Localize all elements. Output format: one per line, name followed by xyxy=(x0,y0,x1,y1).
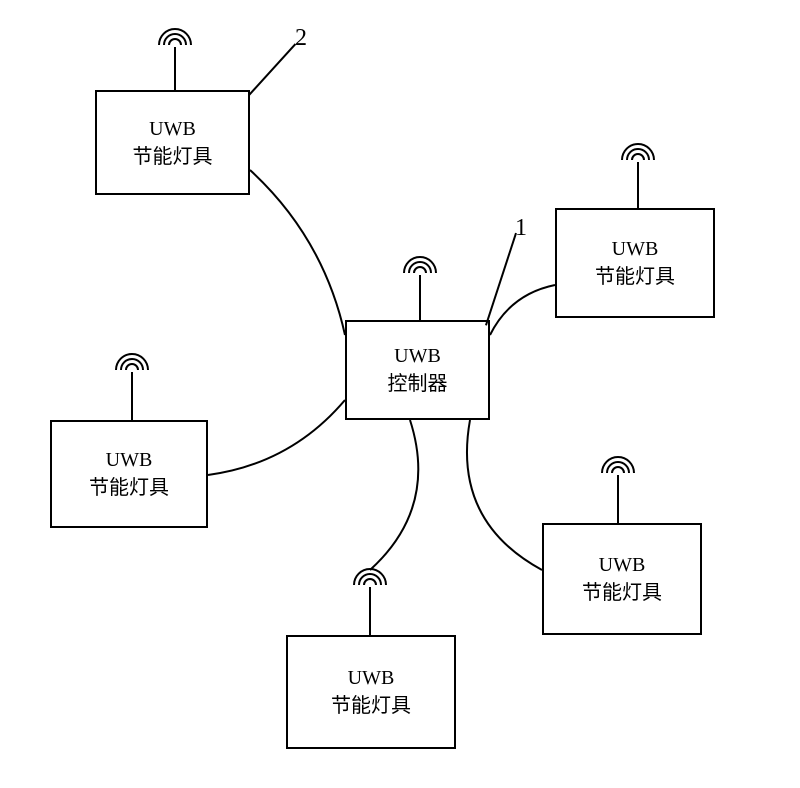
lamp-text-line1: UWB xyxy=(89,446,169,474)
connection-line-2 xyxy=(208,400,345,475)
lamp-text-line2: 节能灯具 xyxy=(133,143,213,171)
connection-line-1 xyxy=(490,285,555,335)
connection-line-4 xyxy=(370,420,418,570)
wifi-icon xyxy=(155,25,195,47)
antenna-line xyxy=(419,275,421,320)
lamp-text-line1: UWB xyxy=(582,551,662,579)
lamp-text-line2: 节能灯具 xyxy=(595,263,675,291)
wifi-icon xyxy=(112,350,152,372)
wifi-icon xyxy=(400,253,440,275)
annotation-2: 2 xyxy=(295,25,307,52)
controller-text-line1: UWB xyxy=(388,342,448,370)
antenna-line xyxy=(369,587,371,635)
controller-node: UWB 控制器 xyxy=(345,320,490,420)
lamp-label: UWB节能灯具 xyxy=(582,551,662,607)
antenna-line xyxy=(637,162,639,208)
lamp-label: UWB节能灯具 xyxy=(331,664,411,720)
lamp-text-line1: UWB xyxy=(133,115,213,143)
controller-antenna xyxy=(400,253,440,320)
connection-line-0 xyxy=(250,170,345,335)
wifi-icon xyxy=(598,453,638,475)
lamp-text-line2: 节能灯具 xyxy=(331,692,411,720)
lamp-antenna-2 xyxy=(112,350,152,420)
antenna-line xyxy=(617,475,619,523)
controller-text-line2: 控制器 xyxy=(388,370,448,398)
controller-label: UWB 控制器 xyxy=(388,342,448,398)
lamp-antenna-4 xyxy=(350,565,390,635)
lamp-node-3: UWB节能灯具 xyxy=(542,523,702,635)
antenna-line xyxy=(131,372,133,420)
lamp-antenna-1 xyxy=(618,140,658,208)
wifi-icon xyxy=(350,565,390,587)
wifi-icon xyxy=(618,140,658,162)
annotation-2-line xyxy=(245,43,296,99)
lamp-node-0: UWB节能灯具 xyxy=(95,90,250,195)
lamp-antenna-0 xyxy=(155,25,195,90)
lamp-text-line2: 节能灯具 xyxy=(582,579,662,607)
annotation-1-line xyxy=(485,233,517,326)
lamp-antenna-3 xyxy=(598,453,638,523)
antenna-line xyxy=(174,47,176,90)
connection-line-3 xyxy=(467,420,542,570)
lamp-text-line1: UWB xyxy=(595,235,675,263)
lamp-node-4: UWB节能灯具 xyxy=(286,635,456,749)
lamp-label: UWB节能灯具 xyxy=(89,446,169,502)
lamp-label: UWB节能灯具 xyxy=(133,115,213,171)
lamp-label: UWB节能灯具 xyxy=(595,235,675,291)
lamp-node-1: UWB节能灯具 xyxy=(555,208,715,318)
lamp-node-2: UWB节能灯具 xyxy=(50,420,208,528)
lamp-text-line2: 节能灯具 xyxy=(89,474,169,502)
lamp-text-line1: UWB xyxy=(331,664,411,692)
annotation-1: 1 xyxy=(515,215,527,242)
